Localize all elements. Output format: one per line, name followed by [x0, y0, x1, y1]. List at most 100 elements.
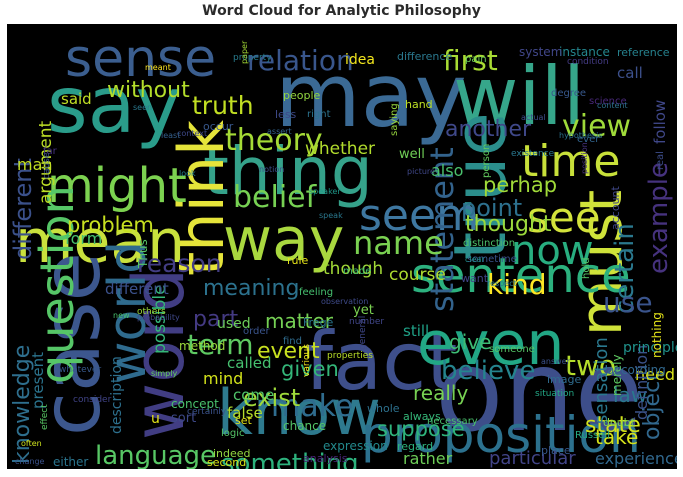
word-whether: whether: [305, 139, 375, 159]
word-mind: mind: [203, 369, 243, 388]
word-meaning: meaning: [203, 276, 299, 301]
word-come: come: [233, 386, 274, 404]
word-situation: situation: [535, 389, 574, 399]
word-language: language: [95, 441, 216, 469]
word-least: least: [161, 131, 180, 140]
word-term: term: [187, 328, 254, 361]
word-consider: consider: [73, 395, 112, 405]
word-right: right: [307, 109, 331, 120]
word-will: will: [453, 50, 585, 143]
word-set: set: [235, 414, 252, 427]
word-property: property: [233, 53, 272, 63]
word-principle: principle: [623, 340, 677, 356]
page-title: Word Cloud for Analytic Philosophy: [202, 3, 481, 19]
word-notion: notion: [259, 165, 284, 174]
word-thought: thought: [465, 212, 552, 237]
word-seen: seen: [133, 103, 152, 112]
word-new: new: [113, 311, 130, 320]
word-might: might: [47, 158, 187, 214]
word-rather: rather: [403, 449, 453, 468]
word-want: want: [461, 272, 489, 285]
word-say: say: [47, 61, 182, 151]
word-assert: assert: [267, 127, 292, 136]
word-according: according: [607, 363, 666, 377]
word-people: people: [283, 89, 321, 102]
word-called: called: [227, 354, 272, 372]
word-cause: cause: [42, 152, 52, 179]
word-state: state: [585, 413, 641, 438]
word-sensation: sensation: [591, 337, 612, 424]
word-merely: merely: [610, 354, 624, 396]
word-definition: definition: [632, 345, 651, 420]
word-matter: matter: [265, 309, 334, 333]
word-real: real: [655, 151, 666, 170]
word-thing: thing: [203, 133, 373, 210]
word-whatever: whatever: [59, 365, 102, 375]
word-simply: simply: [151, 369, 177, 378]
word-saying: saying: [389, 103, 400, 136]
word-context: context: [177, 129, 207, 138]
word-also: also: [431, 161, 463, 180]
word-mean: mean: [15, 207, 185, 277]
word-method: method: [179, 339, 225, 353]
word-seem: seem: [359, 190, 479, 241]
word-meant: meant: [145, 63, 171, 72]
word-without: without: [107, 78, 190, 103]
word-sort: sort: [171, 411, 196, 426]
word-true: true: [438, 112, 522, 260]
word-time: time: [521, 136, 620, 187]
word-others: others: [137, 307, 166, 317]
word-way: way: [223, 205, 344, 275]
word-paper: paper: [240, 40, 249, 64]
word-kind: kind: [487, 268, 547, 301]
word-change: change: [15, 457, 45, 466]
word-number: number: [349, 317, 384, 327]
word-thus: Thus: [136, 239, 150, 269]
word-find: find: [283, 336, 302, 347]
word-though: though: [323, 259, 383, 279]
word-two: two: [565, 349, 616, 382]
word-various: various: [302, 344, 312, 377]
word-part: part: [193, 307, 238, 332]
word-follow: follow: [651, 100, 669, 144]
word-place: place: [541, 444, 571, 457]
word-condition: condition: [567, 57, 609, 67]
word-possible: possible: [150, 284, 170, 354]
word-second: second: [207, 456, 246, 469]
word-cloud: say may will sense thing think mean true must way…: [7, 24, 677, 469]
word-another: another: [445, 117, 532, 142]
word-reason: reason: [137, 249, 222, 278]
word-often: often: [21, 439, 42, 448]
word-particular: particular: [489, 448, 576, 469]
word-take: take: [595, 425, 638, 449]
word-feeling: feeling: [299, 287, 333, 298]
word-believe: believe: [441, 356, 535, 386]
word-must: must: [567, 190, 635, 336]
word-chance: chance: [283, 419, 326, 433]
word-event: event: [257, 339, 320, 364]
word-false: false: [227, 404, 263, 422]
word-distinction: distinction: [463, 238, 515, 249]
word-problem: problem: [67, 213, 154, 237]
word-question: question: [30, 185, 84, 384]
word-used: used: [217, 316, 251, 332]
word-clear: clear: [465, 255, 485, 264]
word-reference: reference: [617, 46, 670, 59]
word-point: point: [461, 194, 522, 222]
word-hand: hand: [405, 98, 433, 111]
word-object: object: [640, 372, 665, 440]
word-sometime: sometime: [467, 254, 517, 265]
word-occur: occur: [203, 120, 234, 133]
word-theory: theory: [225, 123, 323, 158]
word-think: think: [165, 120, 238, 276]
word-speaker: speaker: [309, 187, 341, 196]
word-indeed: indeed: [213, 447, 251, 460]
word-one: one: [435, 327, 643, 457]
word-sense: sense: [65, 29, 216, 89]
word-perhap: perhap: [483, 173, 557, 197]
word-suppose: suppose: [377, 417, 465, 441]
word-different: different: [105, 280, 169, 298]
word-actual: actual: [521, 113, 546, 122]
word-description: description: [109, 356, 125, 434]
